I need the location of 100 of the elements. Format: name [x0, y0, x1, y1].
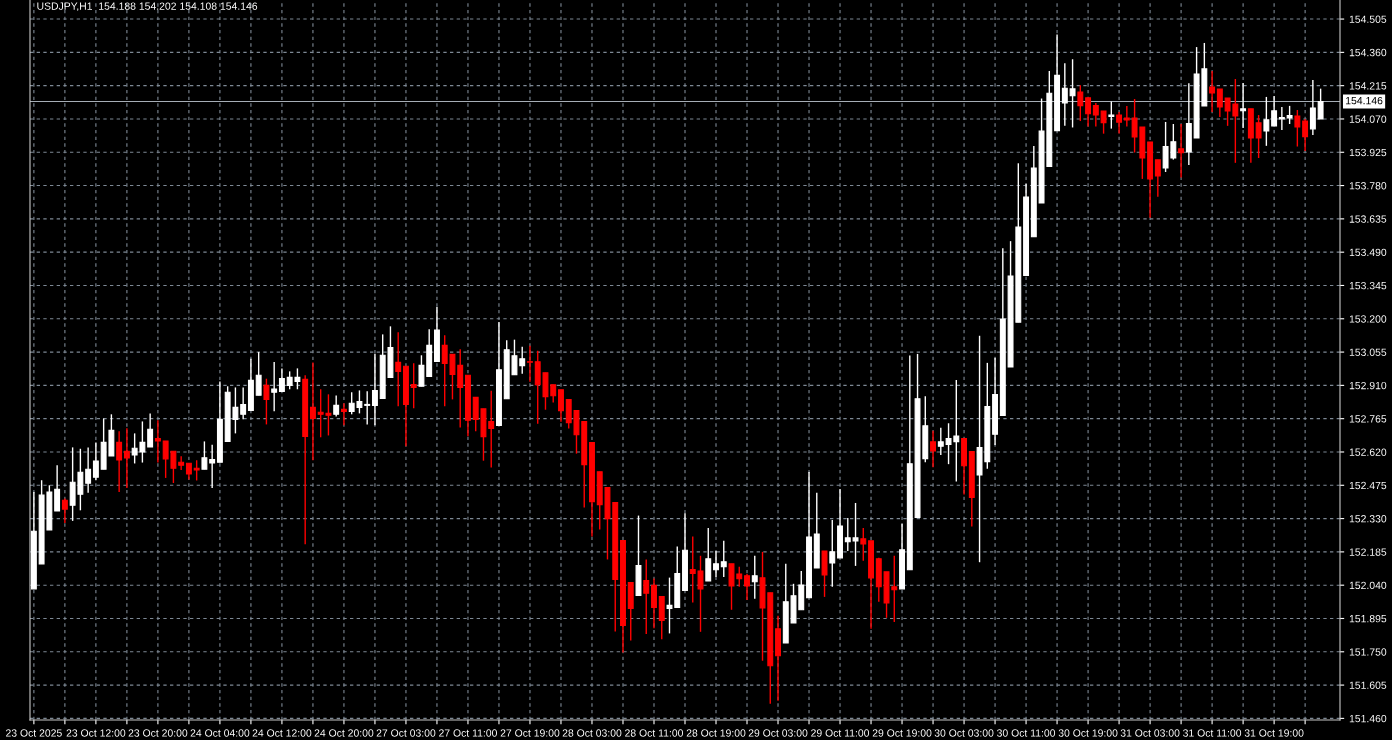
candlestick — [255, 351, 262, 396]
candlestick — [271, 361, 278, 413]
candlestick — [309, 361, 316, 461]
y-tick-label: 153.200 — [1349, 315, 1387, 323]
candlestick — [1092, 102, 1099, 128]
x-tick-label: 27 Oct 19:00 — [500, 729, 560, 737]
x-tick-label: 29 Oct 11:00 — [811, 729, 870, 737]
candlestick — [1123, 105, 1130, 128]
y-tick-label: 153.490 — [1349, 248, 1387, 257]
candlestick — [651, 577, 657, 629]
candlestick — [705, 527, 712, 582]
y-tick-label: 154.215 — [1349, 82, 1387, 90]
y-tick-label: 154.360 — [1349, 48, 1387, 57]
x-tick-label: 29 Oct 19:00 — [872, 729, 932, 737]
candlestick — [85, 446, 92, 494]
candlestick — [410, 362, 417, 410]
y-tick-label: 152.910 — [1349, 381, 1387, 390]
y-tick-label: 153.635 — [1349, 215, 1387, 223]
candlestick — [1085, 97, 1092, 128]
candlestick — [1255, 114, 1262, 159]
y-tick-label: 152.620 — [1349, 448, 1387, 456]
candlestick — [1286, 105, 1293, 125]
y-tick-label: 153.780 — [1349, 182, 1387, 190]
x-tick-label: 30 Oct 19:00 — [1058, 729, 1118, 737]
candlestick — [527, 344, 533, 383]
candlestick — [123, 427, 130, 489]
x-tick-label: 23 Oct 20:00 — [128, 729, 188, 737]
candlestick — [720, 540, 727, 578]
candlestick — [1108, 100, 1115, 130]
y-tick-label: 152.765 — [1349, 415, 1387, 423]
x-tick-label: 28 Oct 19:00 — [686, 729, 746, 737]
candlestick — [643, 558, 650, 635]
candlestick — [1154, 159, 1161, 198]
candlestick — [263, 378, 270, 426]
x-tick-label: 24 Oct 04:00 — [190, 729, 250, 737]
candlestick — [930, 430, 937, 469]
y-tick-label: 153.925 — [1349, 148, 1387, 157]
x-tick-label: 27 Oct 03:00 — [376, 729, 436, 737]
candlestick — [1116, 111, 1123, 135]
candlestick — [147, 412, 154, 448]
candlestick — [744, 573, 750, 601]
x-tick-label: 31 Oct 19:00 — [1244, 729, 1304, 737]
ref-line-label: 154.146 — [1346, 96, 1383, 105]
candlestick — [1263, 96, 1270, 147]
y-tick-label: 152.475 — [1349, 481, 1387, 490]
y-tick-label: 153.345 — [1349, 281, 1387, 290]
candlestick — [201, 440, 208, 470]
candlestick — [1240, 82, 1247, 129]
x-tick-label: 23 Oct 2025 — [6, 729, 62, 737]
candlestick — [1302, 118, 1309, 152]
candlestick — [751, 555, 758, 600]
candlestick — [860, 527, 867, 562]
candlestick — [371, 352, 378, 427]
candlestick — [1294, 109, 1301, 148]
y-tick-label: 152.330 — [1349, 515, 1387, 523]
chart-title: USDJPY,H1 154.188 154.202 154.108 154.146 — [37, 2, 258, 12]
x-tick-label: 27 Oct 11:00 — [439, 729, 497, 737]
candlestick — [193, 459, 200, 482]
y-tick-label: 154.070 — [1349, 115, 1387, 123]
candlestick — [178, 455, 185, 471]
x-tick-label: 30 Oct 03:00 — [934, 729, 994, 737]
x-tick-label: 28 Oct 03:00 — [562, 729, 622, 737]
candlestick — [395, 331, 402, 407]
candlestick — [364, 390, 371, 426]
candlestick — [713, 550, 719, 578]
x-tick-label: 23 Oct 12:00 — [66, 729, 126, 737]
candlestick — [340, 402, 347, 427]
candlestick — [1271, 95, 1278, 127]
candlestick — [821, 550, 828, 598]
x-tick-label: 29 Oct 03:00 — [748, 729, 808, 737]
candlestick — [240, 386, 247, 421]
y-tick-label: 151.460 — [1349, 714, 1387, 723]
x-tick-label: 24 Oct 20:00 — [314, 729, 374, 737]
candlestick — [829, 519, 836, 588]
y-tick-label: 153.055 — [1349, 348, 1387, 356]
candlestick — [558, 389, 564, 423]
candlestick — [1309, 79, 1316, 136]
candlestick — [278, 367, 285, 393]
candlestick — [92, 441, 99, 481]
y-tick-label: 154.505 — [1349, 15, 1387, 23]
y-tick-label: 151.895 — [1349, 614, 1387, 623]
y-tick-label: 151.605 — [1349, 681, 1387, 689]
candlestick — [54, 464, 61, 512]
x-tick-label: 24 Oct 12:00 — [252, 729, 312, 737]
y-tick-label: 152.040 — [1349, 581, 1387, 590]
x-tick-label: 31 Oct 11:00 — [1183, 729, 1242, 737]
candlestick — [61, 497, 68, 524]
y-tick-label: 151.750 — [1349, 648, 1387, 656]
candlestick — [1209, 70, 1216, 113]
x-tick-label: 28 Oct 11:00 — [625, 729, 684, 737]
candlestick — [1100, 110, 1107, 135]
x-tick-label: 31 Oct 03:00 — [1120, 729, 1180, 737]
candlestick — [154, 419, 161, 464]
x-tick-label: 30 Oct 11:00 — [997, 729, 1056, 737]
candlestick — [1061, 62, 1068, 127]
candlestick — [116, 430, 123, 493]
candlestick — [1069, 58, 1076, 129]
candlestick — [1278, 106, 1285, 131]
candlestick — [1216, 88, 1223, 118]
candlestick — [1317, 87, 1324, 120]
